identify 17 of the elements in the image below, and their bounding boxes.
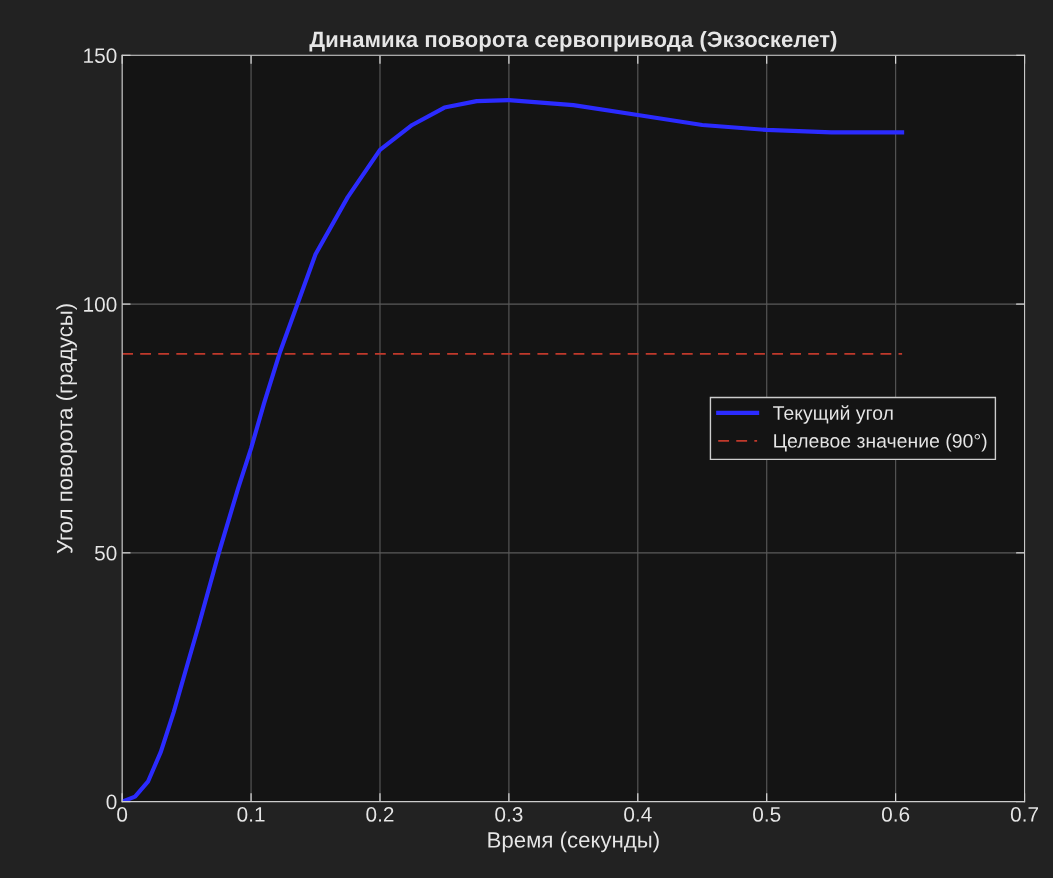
x-tick-label: 0.6 <box>881 807 910 822</box>
x-tick-label: 0.1 <box>237 807 265 822</box>
y-axis-title: Угол поворота (градусы) <box>56 304 77 554</box>
x-tick-label: 0.3 <box>495 807 523 822</box>
x-tick-label: 0.2 <box>366 807 394 822</box>
chart-title: Динамика поворота сервопривода (Экзоскелет) <box>309 30 837 52</box>
x-axis-title: Время (секунды) <box>488 831 659 853</box>
x-tick-label: 0.7 <box>1010 807 1038 822</box>
y-tick-label: 0 <box>106 794 117 810</box>
x-tick-label: 0 <box>117 807 128 822</box>
y-tick-label: 150 <box>84 48 117 64</box>
x-tick-label: 0.5 <box>753 807 781 822</box>
legend-label: Целевое значение (90°) <box>774 433 987 452</box>
x-tick-label: 0.4 <box>624 807 652 822</box>
legend-label: Текущий угол <box>773 405 893 424</box>
y-tick-label: 50 <box>94 545 117 561</box>
y-tick-label: 100 <box>84 297 117 312</box>
